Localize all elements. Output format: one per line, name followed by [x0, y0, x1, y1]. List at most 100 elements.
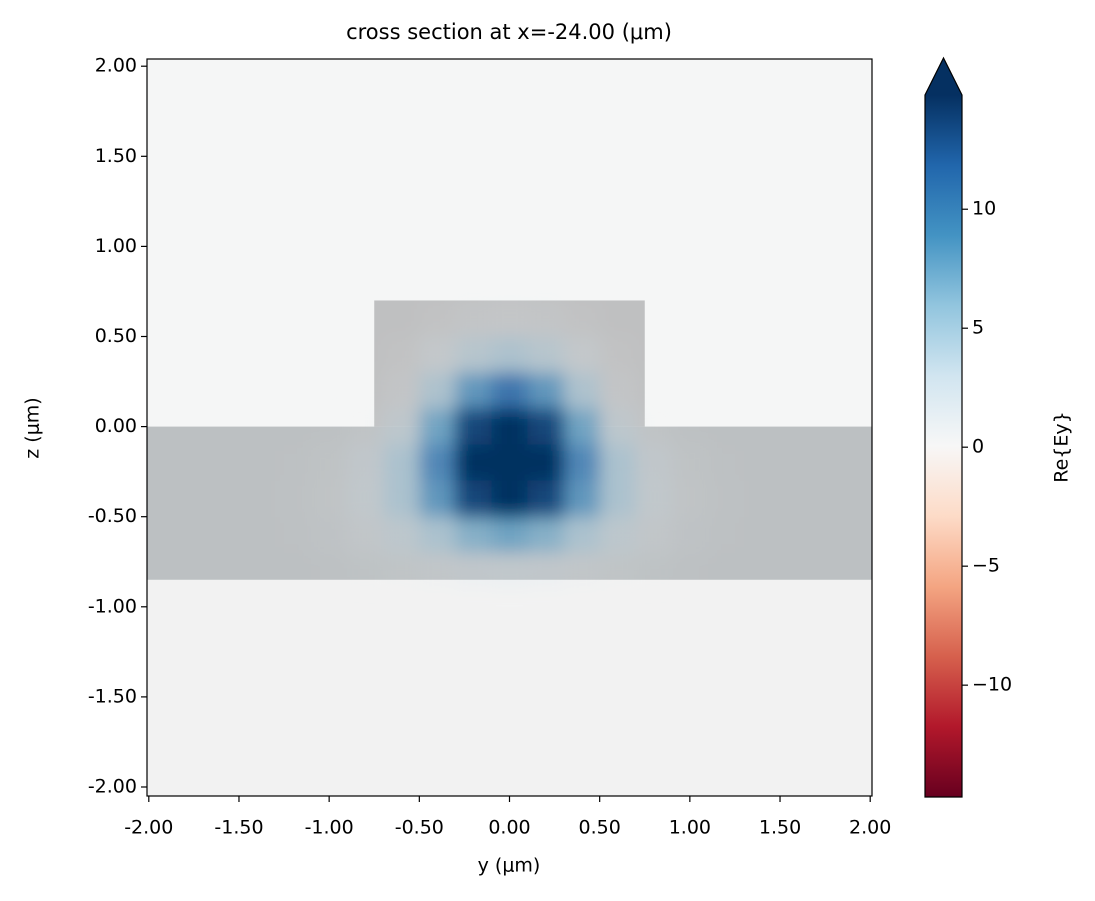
field-cell: [672, 373, 709, 410]
field-cell: [455, 336, 492, 374]
colorbar-extend: [925, 58, 962, 95]
field-cell: [275, 300, 312, 337]
field-cell: [491, 516, 529, 554]
field-cell: [491, 336, 529, 374]
field-cell: [275, 337, 312, 374]
field-cell: [311, 553, 348, 590]
colorbar-frame: [924, 56, 963, 798]
field-cell: [636, 589, 673, 626]
field-cell: [527, 480, 565, 518]
field-cell: [455, 589, 492, 626]
field-cell: [347, 589, 384, 626]
field-cell: [708, 517, 745, 554]
field-cell: [491, 264, 528, 301]
field-cell: [600, 589, 637, 626]
field-cell: [311, 444, 348, 482]
field-cell: [383, 589, 420, 626]
field-cell: [563, 408, 601, 446]
field-cell: [708, 445, 745, 482]
field-cell: [383, 337, 420, 374]
field-cell: [455, 372, 492, 410]
field-cell: [491, 552, 529, 590]
field-cell: [708, 300, 745, 337]
field-cell: [708, 481, 745, 518]
field-cell: [455, 480, 492, 518]
field-cell: [419, 264, 456, 301]
x-tick-label: -1.00: [305, 817, 354, 839]
colorbar-tick-label: 5: [972, 317, 984, 339]
field-cell: [275, 553, 312, 590]
field-cell: [671, 444, 709, 482]
field-cell: [672, 589, 709, 626]
field-cell: [491, 408, 529, 446]
field-cell: [311, 264, 348, 301]
chart-title: cross section at x=-24.00 (μm): [346, 20, 672, 44]
field-cell: [672, 264, 709, 301]
field-cell: [311, 516, 348, 554]
field-cell: [275, 517, 312, 554]
y-tick-label: -1.00: [88, 595, 137, 617]
field-cell: [419, 516, 456, 554]
field-cell: [563, 444, 601, 482]
y-tick-label: 1.50: [95, 145, 137, 167]
field-cell: [636, 300, 673, 337]
field-cell: [491, 589, 528, 626]
field-cell: [527, 300, 565, 338]
field-cell: [599, 372, 637, 410]
y-tick-label: 0.00: [95, 415, 137, 437]
field-cell: [527, 444, 565, 482]
field-cell: [635, 444, 673, 482]
x-tick-label: 1.50: [759, 817, 801, 839]
field-cell: [347, 300, 384, 337]
field-cell: [455, 552, 492, 590]
field-cell: [564, 264, 601, 301]
field-cell: [672, 337, 709, 374]
field-cell: [419, 444, 456, 482]
y-tick-label: 2.00: [95, 55, 137, 77]
x-tick-label: -0.50: [395, 817, 444, 839]
field-cell: [563, 372, 601, 410]
field-cell: [347, 264, 384, 301]
field-cell: [600, 264, 637, 301]
field-cell: [383, 552, 420, 590]
field-cell: [563, 516, 601, 554]
field-cell: [347, 552, 384, 590]
field-cell: [636, 337, 673, 374]
field-cell: [419, 336, 456, 374]
field-cell: [419, 300, 456, 337]
field-cell: [708, 409, 745, 446]
colorbar-tick-label: −5: [972, 555, 1000, 577]
x-tick-label: 1.00: [669, 817, 711, 839]
field-cell: [636, 264, 673, 301]
field-cell: [455, 516, 492, 554]
field-cell: [708, 373, 745, 410]
field-cell: [635, 480, 673, 518]
field-cell: [311, 300, 348, 337]
field-cell: [311, 589, 348, 626]
field-cell: [635, 516, 673, 554]
field-cell: [491, 480, 529, 518]
field-cell: [347, 408, 384, 446]
x-tick-label: -2.00: [124, 817, 173, 839]
field-cell: [564, 589, 601, 626]
field-cell: [311, 373, 348, 410]
field-cell: [491, 300, 529, 338]
colorbar: [925, 95, 962, 797]
field-cell: [527, 372, 565, 410]
field-cell: [275, 445, 312, 482]
field-cell: [455, 300, 492, 338]
field-cell: [708, 264, 745, 301]
field-cell: [383, 480, 420, 518]
field-cell: [599, 480, 637, 518]
field-cell: [275, 373, 312, 410]
field-cell: [528, 264, 565, 301]
field-cell: [600, 300, 637, 337]
x-tick-label: -1.50: [214, 817, 263, 839]
field-cell: [455, 444, 492, 482]
colorbar-tick-label: −10: [972, 674, 1012, 696]
colorbar-label: Re{Ey}: [1051, 411, 1073, 482]
field-cell: [527, 336, 565, 374]
field-cell: [599, 516, 637, 554]
field-cell: [564, 300, 601, 337]
field-cell: [419, 372, 456, 410]
